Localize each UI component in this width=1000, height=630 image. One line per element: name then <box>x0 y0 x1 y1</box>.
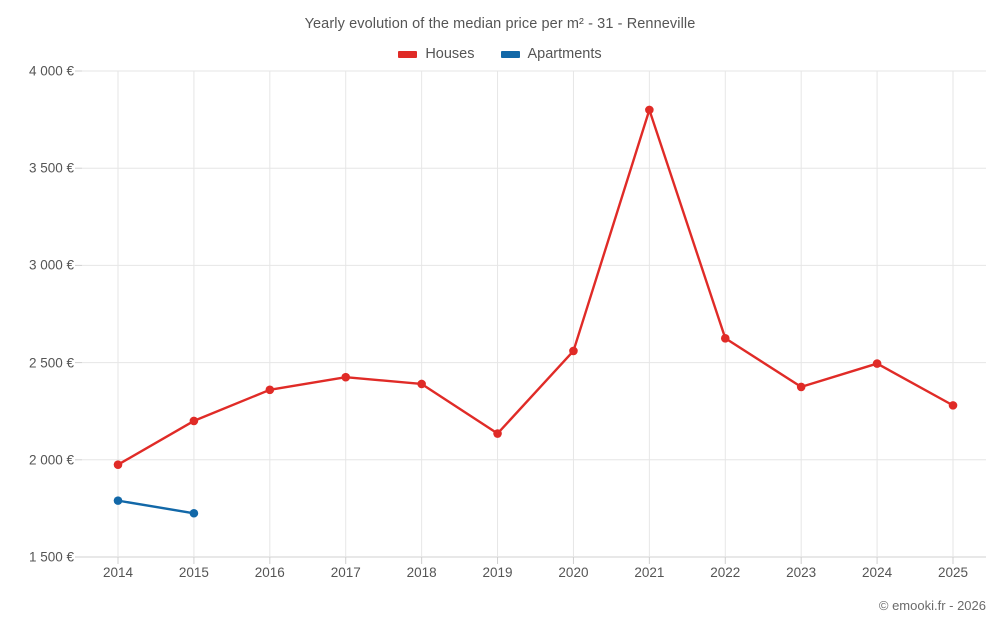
legend-item-apartments[interactable]: Apartments <box>500 46 602 62</box>
data-point-apartments <box>189 508 199 518</box>
data-point-apartments <box>113 496 123 505</box>
data-point-houses <box>265 385 275 395</box>
data-point-houses <box>113 460 123 469</box>
x-axis-tick-label: 2014 <box>102 565 134 580</box>
legend-item-houses[interactable]: Houses <box>398 46 475 62</box>
x-axis-tick-label: 2016 <box>254 565 285 580</box>
x-axis-tick-label: 2019 <box>482 565 513 580</box>
legend-swatch-houses <box>398 50 418 58</box>
x-axis-tick-label: 2017 <box>330 565 361 580</box>
data-point-houses <box>720 334 730 343</box>
x-axis-tick-label: 2021 <box>634 565 665 580</box>
legend-swatch-apartments <box>500 50 520 58</box>
series-line-apartments <box>116 499 196 515</box>
y-axis-tick-label: 2 000 € <box>28 452 74 468</box>
data-point-houses <box>493 429 502 438</box>
chart-legend: Houses Apartments <box>0 46 1000 62</box>
x-axis-tick-label: 2020 <box>558 565 589 580</box>
x-axis-tick-label: 2015 <box>178 565 209 580</box>
x-axis-tick-label: 2025 <box>937 565 969 580</box>
y-axis-tick-label: 3 500 € <box>28 160 74 176</box>
data-point-houses <box>569 346 578 356</box>
legend-label-apartments: Apartments <box>527 46 602 62</box>
data-point-houses <box>417 379 426 389</box>
x-axis-tick-label: 2024 <box>862 565 893 580</box>
y-axis-tick-label: 4 000 € <box>28 63 74 79</box>
legend-label-houses: Houses <box>425 46 475 62</box>
chart-title: Yearly evolution of the median price per… <box>304 16 696 32</box>
x-axis-tick-label: 2022 <box>710 565 741 580</box>
data-point-houses <box>189 416 199 426</box>
x-axis-tick-label: 2023 <box>786 565 817 580</box>
data-point-houses <box>341 372 351 382</box>
data-point-houses <box>948 401 958 410</box>
y-axis-tick-label: 1 500 € <box>28 549 74 565</box>
y-axis-tick-label: 2 500 € <box>28 355 74 371</box>
y-axis-tick-label: 3 000 € <box>28 257 74 273</box>
footer-credit: © emooki.fr - 2026 <box>878 598 986 613</box>
data-point-houses <box>645 105 654 115</box>
series-line-houses <box>116 108 955 466</box>
data-point-houses <box>872 359 882 368</box>
data-point-houses <box>796 382 806 392</box>
x-axis-tick-label: 2018 <box>406 565 437 580</box>
